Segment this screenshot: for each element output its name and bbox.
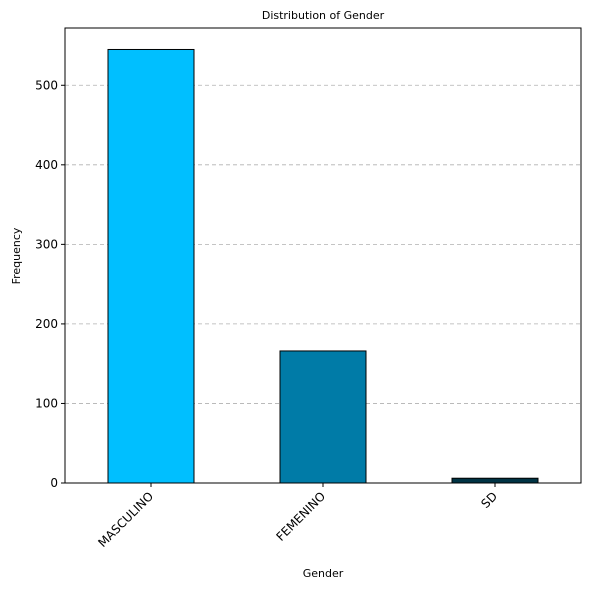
- y-tick-label: 200: [35, 317, 58, 331]
- bar-femenino: [279, 350, 367, 484]
- y-tick-label: 500: [35, 78, 58, 92]
- bar-masculino: [107, 48, 195, 484]
- bar-sd: [451, 477, 539, 484]
- bars: [107, 48, 539, 484]
- y-tick-label: 300: [35, 237, 58, 251]
- chart-title: Distribution of Gender: [262, 9, 385, 22]
- x-axis-ticks: MASCULINO FEMENINO SD: [95, 483, 500, 550]
- y-tick-label: 400: [35, 158, 58, 172]
- y-axis-ticks: 0 100 200 300 400 500: [35, 78, 65, 490]
- x-tick-label: MASCULINO: [95, 489, 156, 550]
- y-tick-label: 100: [35, 396, 58, 410]
- y-tick-label: 0: [50, 476, 58, 490]
- y-axis-label: Frequency: [10, 227, 23, 284]
- x-tick-label: FEMENINO: [273, 489, 328, 544]
- x-tick-label: SD: [478, 489, 500, 511]
- x-axis-label: Gender: [303, 567, 344, 580]
